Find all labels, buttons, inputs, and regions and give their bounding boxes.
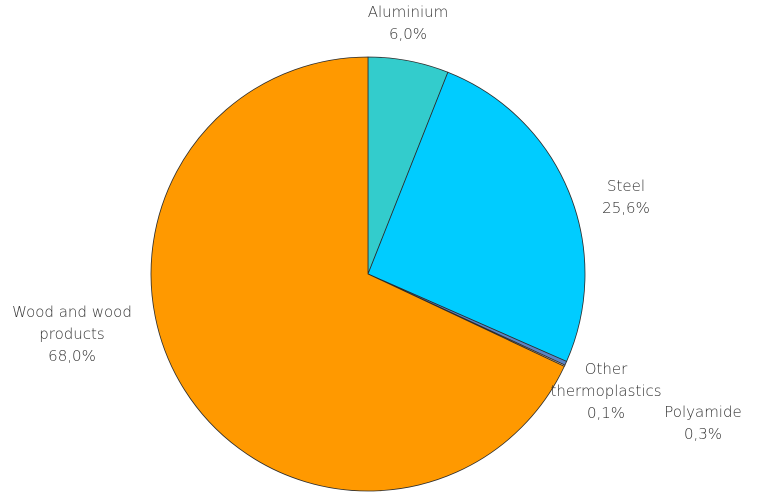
slice-name-label: products <box>39 325 105 343</box>
slice-name-label: Aluminium <box>368 3 449 21</box>
slice-value-label: 0,1% <box>587 404 625 422</box>
slice-name-label: Other <box>585 360 628 378</box>
slice-value-label: 0,3% <box>684 425 722 443</box>
slice-name-label: Wood and wood <box>12 303 132 321</box>
slice-label-aluminium: Aluminium 6,0% <box>368 3 449 43</box>
slice-value-label: 6,0% <box>389 25 427 43</box>
slice-value-label: 25,6% <box>602 199 650 217</box>
slice-label-polyamide: Polyamide 0,3% <box>664 403 741 443</box>
slice-name-label: thermoplastics <box>550 382 661 400</box>
slice-label-wood-and-wood-products: Wood and wood products 68,0% <box>12 303 132 365</box>
pie-labels: Aluminium 6,0% Steel 25,6% Polyamide 0,3% Othe… <box>12 3 742 443</box>
pie-slices <box>150 56 586 492</box>
slice-name-label: Steel <box>607 177 645 195</box>
slice-name-label: Polyamide <box>664 403 741 421</box>
pie-slice-wood-and-wood-products <box>150 56 565 492</box>
slice-label-steel: Steel 25,6% <box>602 177 650 217</box>
pie-slice-steel <box>367 71 586 362</box>
slice-label-other-thermoplastics: Other thermoplastics 0,1% <box>550 360 661 422</box>
slice-value-label: 68,0% <box>48 347 96 365</box>
